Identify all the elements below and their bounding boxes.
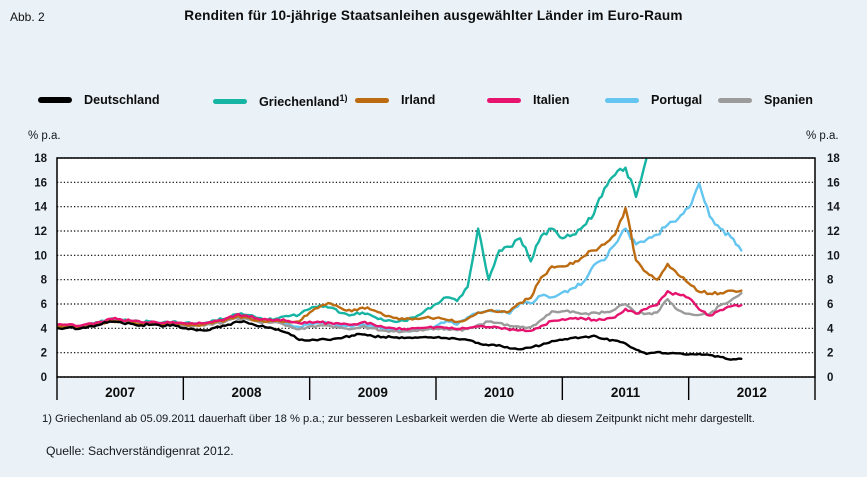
y-tick-label-left: 14 bbox=[34, 202, 47, 214]
y-tick-label-right: 10 bbox=[827, 250, 840, 262]
y-tick-label-left: 4 bbox=[41, 323, 48, 335]
x-tick-label: 2009 bbox=[358, 385, 388, 400]
chart-title: Renditen für 10-jährige Staatsanleihen a… bbox=[184, 8, 683, 23]
series-line-deutschland bbox=[57, 320, 743, 361]
plot-area bbox=[57, 158, 815, 377]
legend-label-portugal: Portugal bbox=[651, 93, 703, 107]
x-tick-label: 2008 bbox=[231, 385, 262, 400]
y-tick-label-left: 8 bbox=[41, 275, 48, 287]
bond-yield-chart: 0 0 2 2 4 4 6 6 8 8 10 10 12 12 14 14 16 16 18 18 2007 2008 20… bbox=[34, 153, 840, 400]
y-tick-label-right: 6 bbox=[827, 299, 833, 311]
y-tick-label-left: 6 bbox=[41, 299, 47, 311]
legend-swatch-griechenland bbox=[213, 98, 247, 104]
x-tick-label: 2010 bbox=[484, 385, 514, 400]
y-tick-label-right: 16 bbox=[827, 177, 840, 189]
legend-item-portugal: Portugal bbox=[605, 93, 702, 107]
y-tick-label-left: 12 bbox=[34, 226, 47, 238]
series-line-italien bbox=[57, 290, 743, 333]
legend-swatch-spanien bbox=[718, 97, 752, 103]
y-axis-unit-right: % p.a. bbox=[806, 130, 839, 142]
y-tick-label-right: 8 bbox=[827, 275, 834, 287]
legend-label-griechenland: Griechenland1) bbox=[259, 93, 348, 110]
y-tick-label-right: 18 bbox=[827, 153, 840, 165]
legend-item-irland: Irland bbox=[355, 93, 435, 107]
legend-label-deutschland: Deutschland bbox=[84, 93, 160, 107]
legend-label-italien: Italien bbox=[533, 93, 570, 107]
y-axis-unit-left: % p.a. bbox=[28, 130, 61, 142]
y-tick-label-right: 2 bbox=[827, 348, 833, 360]
legend-item-italien: Italien bbox=[487, 93, 569, 107]
legend-swatch-irland bbox=[355, 97, 389, 103]
x-tick-label: 2012 bbox=[737, 385, 767, 400]
y-tick-label-right: 12 bbox=[827, 226, 840, 238]
y-tick-label-right: 4 bbox=[827, 323, 834, 335]
legend-label-irland: Irland bbox=[401, 93, 436, 107]
chart-legend: Deutschland Griechenland1) Irland Italien Po… bbox=[0, 93, 867, 113]
legend-swatch-portugal bbox=[605, 97, 639, 103]
legend-label-spanien: Spanien bbox=[764, 93, 813, 107]
y-tick-label-left: 0 bbox=[41, 372, 47, 384]
y-tick-label-left: 10 bbox=[34, 250, 47, 262]
legend-item-spanien: Spanien bbox=[718, 93, 813, 107]
legend-swatch-italien bbox=[487, 97, 521, 103]
figure-number-label: Abb. 2 bbox=[10, 10, 45, 24]
x-tick-label: 2007 bbox=[105, 385, 135, 400]
y-tick-label-right: 0 bbox=[827, 372, 833, 384]
footnote: 1) Griechenland ab 05.09.2011 dauerhaft … bbox=[42, 413, 755, 425]
plot-frame bbox=[56, 157, 816, 378]
y-tick-label-left: 2 bbox=[41, 348, 47, 360]
y-tick-label-left: 18 bbox=[34, 153, 47, 165]
source-note: Quelle: Sachverständigenrat 2012. bbox=[46, 444, 234, 458]
y-tick-label-right: 14 bbox=[827, 202, 840, 214]
legend-swatch-deutschland bbox=[38, 97, 72, 103]
y-tick-label-left: 16 bbox=[34, 177, 47, 189]
legend-item-deutschland: Deutschland bbox=[38, 93, 160, 107]
legend-item-griechenland: Griechenland1) bbox=[213, 93, 348, 109]
x-tick-label: 2011 bbox=[611, 385, 641, 400]
